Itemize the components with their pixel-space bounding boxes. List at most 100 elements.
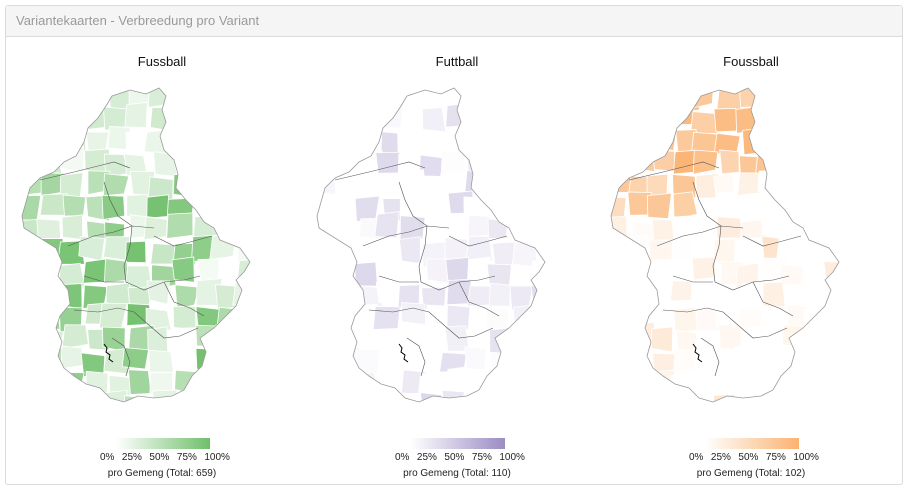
commune-region — [354, 261, 378, 287]
commune-region — [628, 148, 656, 173]
legend-ticks: 0% 25% 50% 75% 100% — [395, 452, 525, 463]
commune-region — [400, 302, 427, 326]
commune-region — [464, 170, 490, 193]
commune-region — [423, 326, 449, 352]
canton-border — [628, 161, 720, 181]
commune-region — [806, 149, 831, 177]
commune-region — [354, 106, 379, 133]
commune-region — [82, 88, 108, 112]
commune-region — [611, 325, 633, 351]
commune-region — [330, 389, 353, 402]
commune-region — [532, 154, 545, 181]
commune-region — [467, 125, 493, 148]
city-border — [103, 343, 114, 363]
commune-region — [174, 284, 200, 310]
commune-region — [505, 373, 531, 401]
commune-region — [146, 194, 170, 219]
commune-region — [128, 369, 152, 395]
commune-region — [646, 192, 672, 220]
commune-region — [317, 88, 340, 112]
commune-region — [463, 367, 491, 391]
legend-tick: 100% — [793, 452, 819, 463]
commune-region — [39, 88, 64, 114]
commune-region — [611, 107, 634, 133]
commune-region — [61, 324, 89, 350]
commune-region — [735, 106, 761, 134]
legend-tick: 75% — [765, 452, 786, 463]
commune-region — [782, 89, 806, 114]
commune-region — [170, 88, 194, 105]
commune-region — [489, 103, 513, 128]
commune-region — [239, 348, 250, 373]
canton-border — [103, 181, 133, 227]
commune-region — [803, 308, 829, 334]
commune-region — [486, 176, 512, 199]
luxembourg-map-foussball[interactable] — [603, 76, 899, 426]
commune-region — [713, 238, 736, 265]
commune-region — [761, 88, 784, 107]
commune-region — [646, 110, 673, 137]
luxembourg-map-futtball[interactable] — [309, 76, 605, 426]
commune-region — [513, 177, 538, 199]
commune-region — [239, 329, 250, 355]
commune-region — [171, 256, 195, 283]
commune-region — [22, 88, 40, 111]
commune-region — [417, 131, 444, 156]
commune-region — [336, 125, 362, 149]
commune-region — [236, 394, 250, 402]
legend-gradient-foussball — [705, 438, 799, 449]
commune-region — [398, 261, 425, 290]
commune-region — [215, 109, 244, 136]
commune-region — [210, 150, 238, 178]
commune-region — [781, 369, 807, 394]
commune-region — [317, 324, 338, 348]
commune-region — [528, 189, 545, 215]
commune-region — [513, 88, 536, 105]
legend-tick: 50% — [444, 452, 465, 463]
commune-region — [778, 129, 806, 153]
commune-region — [513, 304, 539, 330]
commune-region — [484, 129, 510, 155]
commune-region — [36, 328, 65, 352]
commune-region — [646, 88, 671, 111]
canton-border — [111, 337, 131, 377]
commune-region — [60, 145, 85, 172]
commune-region — [534, 236, 545, 265]
commune-region — [124, 395, 147, 402]
commune-region — [675, 392, 698, 402]
luxembourg-map-fussball[interactable] — [14, 76, 310, 426]
commune-region — [121, 347, 149, 370]
country-border — [610, 87, 840, 403]
commune-region — [825, 129, 839, 155]
commune-region — [355, 349, 381, 375]
commune-region — [825, 191, 839, 217]
commune-region — [351, 171, 379, 195]
commune-region — [611, 368, 631, 397]
commune-region — [445, 366, 468, 394]
commune-region — [763, 106, 788, 132]
commune-region — [824, 172, 839, 200]
canton-border — [123, 225, 201, 291]
commune-region — [375, 282, 402, 303]
legend-caption: pro Gemeng (Total: 102) — [696, 468, 806, 479]
commune-region — [489, 397, 516, 402]
commune-region — [241, 88, 250, 105]
canton-border — [334, 161, 426, 181]
commune-region — [824, 214, 839, 238]
commune-region — [172, 327, 197, 350]
commune-region — [533, 327, 545, 351]
map-title: Foussball — [723, 54, 779, 69]
commune-region — [233, 371, 250, 400]
legend-gradient-fussball — [116, 438, 210, 449]
commune-region — [39, 347, 64, 370]
canton-border — [406, 337, 426, 377]
commune-region — [741, 281, 767, 307]
map-futtball: Futtball 0% 25% 50% 75% 100% pro Gemeng … — [309, 46, 605, 486]
commune-region — [62, 194, 87, 217]
commune-region — [332, 235, 359, 264]
commune-region — [738, 88, 765, 108]
commune-region — [801, 126, 827, 153]
legend-tick: 25% — [121, 452, 142, 463]
commune-region — [611, 393, 629, 402]
canton-border — [662, 307, 740, 327]
